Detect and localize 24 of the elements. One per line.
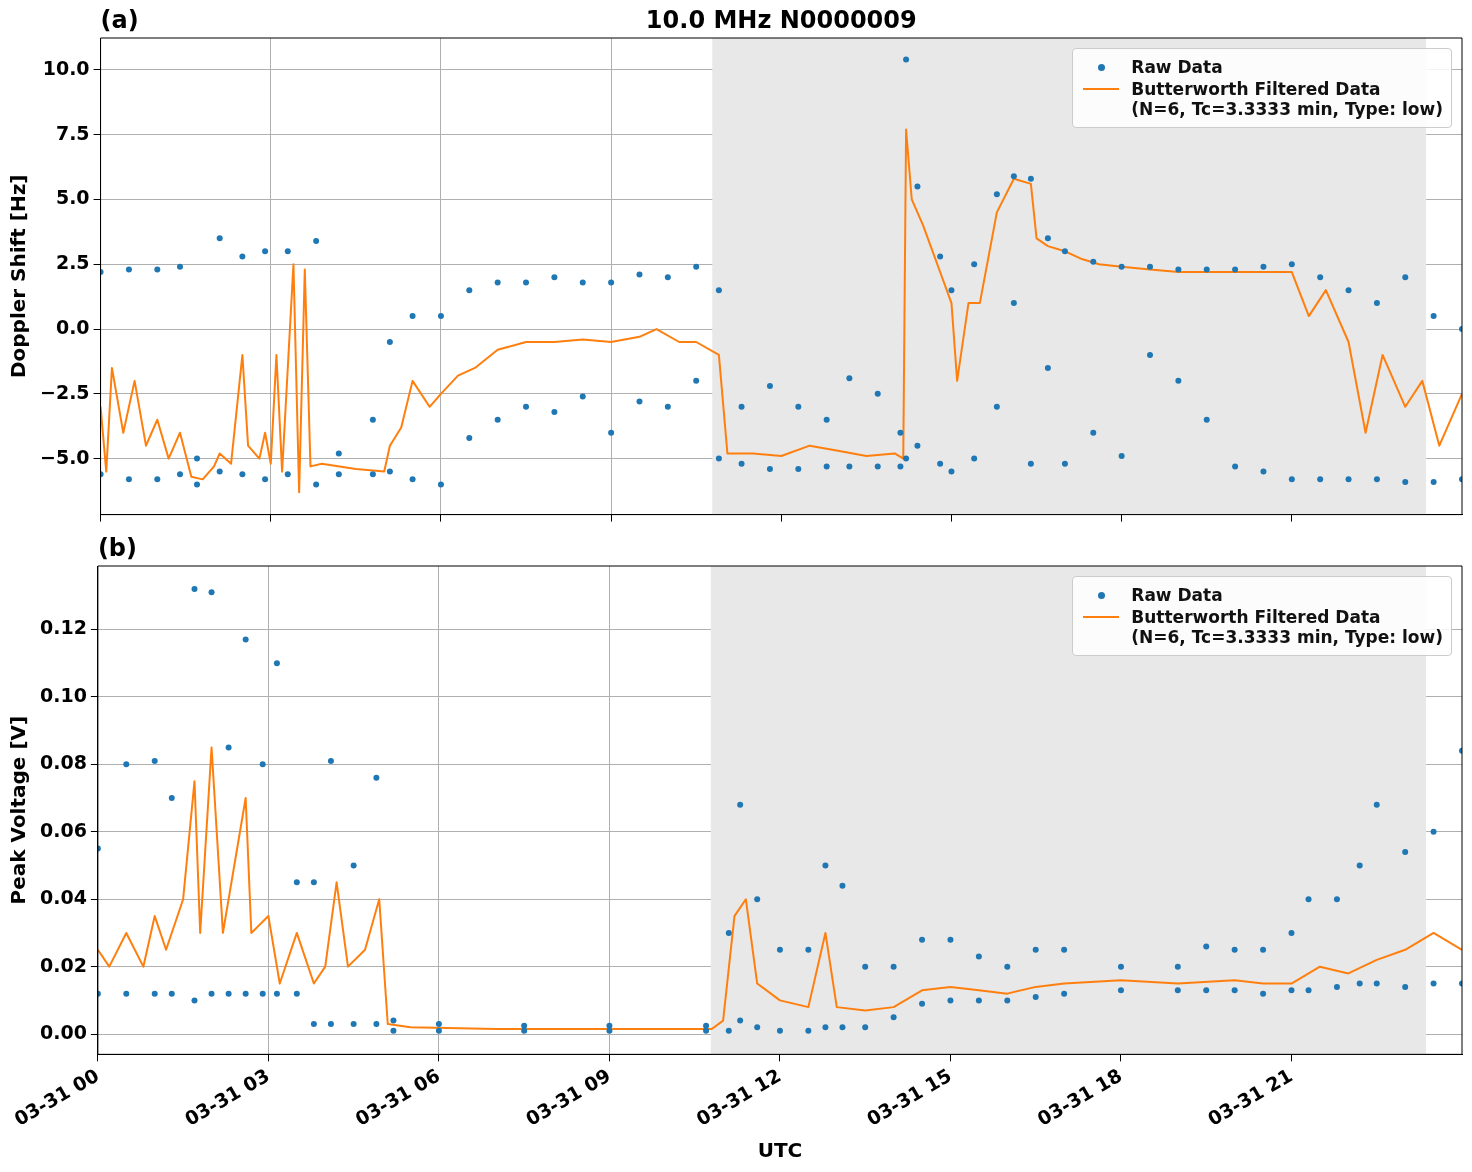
y-axis-title: Peak Voltage [V] <box>6 715 31 905</box>
legend-label: Raw Data <box>1131 585 1223 605</box>
y-tick-label: −2.5 <box>40 380 90 403</box>
y-tick-label: 7.5 <box>55 121 90 144</box>
y-tick-label: 0.06 <box>39 818 87 841</box>
chart-title: 10.0 MHz N0000009 <box>645 6 917 35</box>
y-tick-label: −5.0 <box>40 445 90 468</box>
y-tick-label: 5.0 <box>55 186 90 209</box>
text: (b) <box>97 534 137 563</box>
y-tick-label: 0.10 <box>39 683 87 706</box>
y-tick-label: 0.04 <box>39 886 87 909</box>
text: (a) <box>100 6 139 35</box>
y-tick-label: 0.12 <box>39 616 87 639</box>
legend-label: Raw Data <box>1131 57 1223 77</box>
x-axis-title: UTC <box>757 1138 803 1163</box>
y-tick-label: 2.5 <box>55 251 90 274</box>
y-axis-title: Doppler Shift [Hz] <box>6 174 31 379</box>
y-tick-label: 0.08 <box>39 751 87 774</box>
legend-label: Butterworth Filtered Data (N=6, Tc=3.3333 min, Type: low) <box>1131 79 1443 119</box>
y-tick-label: 10.0 <box>42 56 90 79</box>
y-tick-label: 0.02 <box>39 953 87 976</box>
y-tick-label: 0.0 <box>55 315 90 338</box>
legend-label: Butterworth Filtered Data (N=6, Tc=3.3333 min, Type: low) <box>1131 607 1443 647</box>
y-tick-label: 0.00 <box>39 1021 87 1044</box>
